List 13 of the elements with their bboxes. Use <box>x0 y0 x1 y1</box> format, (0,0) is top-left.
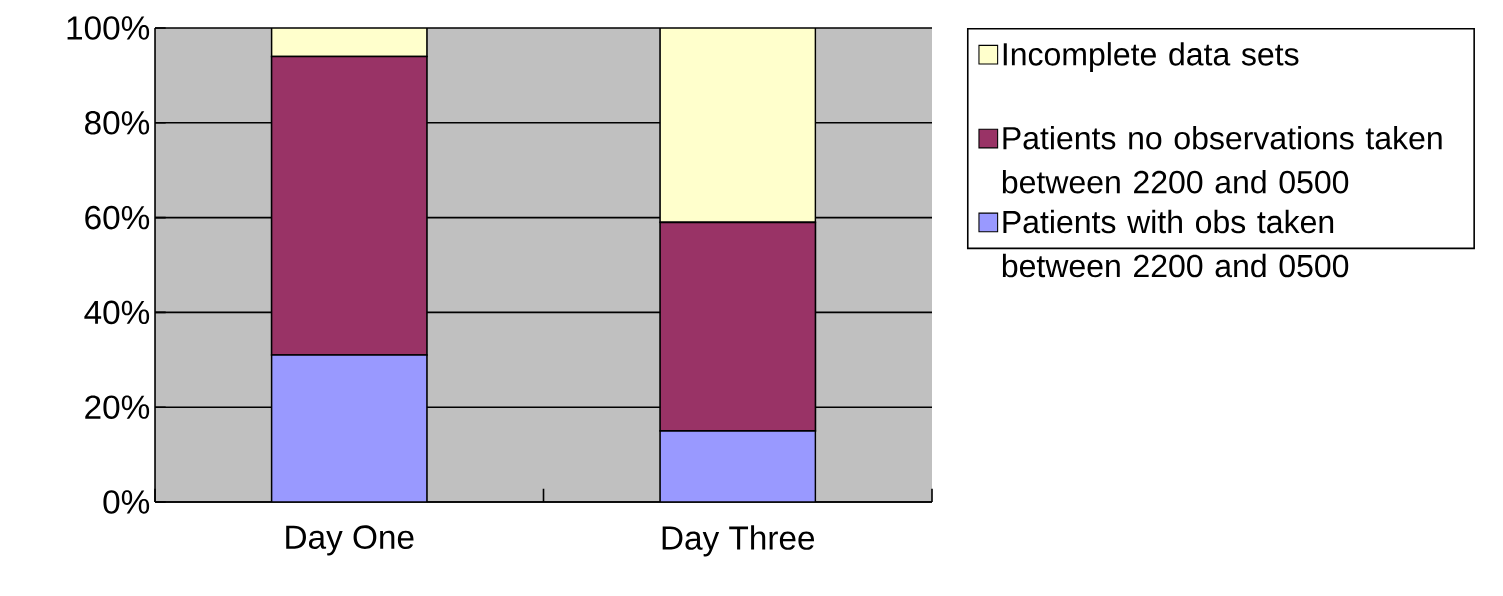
x-tick-label: Day One <box>286 525 414 556</box>
y-tick-label: 80% <box>85 110 150 135</box>
x-tick-label: Day Three <box>662 525 815 557</box>
y-tick-label: 40% <box>84 300 150 325</box>
legend-label: Patients with obs taken between 2200 and 0500 <box>1002 209 1349 278</box>
y-tick-label: 60% <box>85 205 150 230</box>
bar <box>659 430 817 502</box>
y-tick-label: 0% <box>103 490 150 514</box>
legend-label: Incomplete data sets <box>1003 42 1299 72</box>
y-tick-label: 100% <box>67 16 150 40</box>
legend-label: Patients no observations taken between 2200 and 0500 <box>1002 125 1442 194</box>
bar <box>270 354 428 502</box>
y-tick-label: 20% <box>85 395 150 419</box>
